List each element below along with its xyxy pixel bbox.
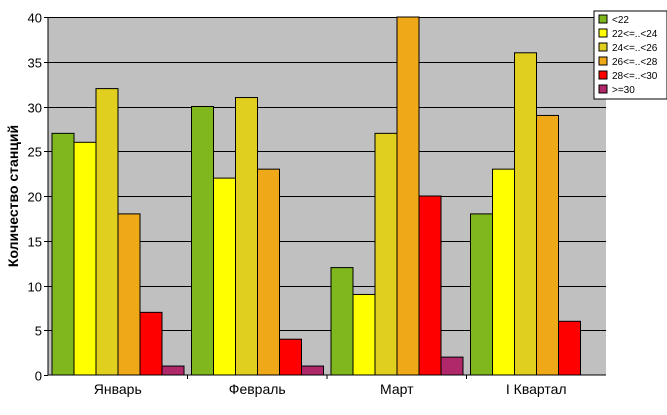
y-tick-label: 25 <box>28 145 42 160</box>
legend-swatch <box>598 42 608 52</box>
bar <box>279 338 302 376</box>
y-tick-label: 15 <box>28 235 42 250</box>
legend-swatch <box>598 84 608 94</box>
bar <box>301 365 324 376</box>
x-ticks: Январь Февраль Март I Квартал <box>94 375 567 397</box>
bar <box>514 52 537 376</box>
bar <box>558 320 581 376</box>
x-tick-label: Март <box>380 381 414 397</box>
bar <box>374 132 398 376</box>
legend-label: 22<=..<24 <box>612 29 658 40</box>
y-tick-label: 10 <box>28 280 42 295</box>
legend-label: <22 <box>612 15 629 26</box>
bar <box>161 365 185 376</box>
y-axis-label: Количество станций <box>5 125 21 267</box>
bar <box>257 168 280 376</box>
legend: <22 22<=..<24 24<=..<26 26<=..<28 28<=..<30 >… <box>593 10 667 100</box>
legend-box <box>593 10 667 100</box>
legend-swatch <box>598 56 608 66</box>
bar <box>213 177 236 376</box>
bar <box>352 293 376 376</box>
x-tick-label: Февраль <box>229 381 286 397</box>
y-tick-label: 35 <box>28 56 42 71</box>
bar <box>418 195 442 376</box>
legend-swatch <box>598 14 608 24</box>
legend-label: 26<=..<28 <box>612 57 658 68</box>
y-tick-label: 5 <box>35 324 42 339</box>
legend-swatch <box>598 70 608 80</box>
y-ticks: 0 5 10 15 20 25 30 35 40 <box>28 11 48 384</box>
bar <box>536 114 559 376</box>
y-tick-label: 0 <box>35 369 42 384</box>
bar <box>492 168 515 376</box>
x-tick-label: Январь <box>94 381 142 397</box>
y-tick-label: 20 <box>28 190 42 205</box>
bar <box>470 213 493 376</box>
bar <box>139 311 163 376</box>
y-tick-label: 30 <box>28 101 42 116</box>
bar <box>396 16 420 376</box>
bar <box>95 88 119 376</box>
bar <box>330 267 354 376</box>
legend-label: 28<=..<30 <box>612 71 658 82</box>
bar <box>117 213 141 376</box>
bar <box>235 97 258 376</box>
legend-label: 24<=..<26 <box>612 43 658 54</box>
legend-label: >=30 <box>612 85 635 96</box>
bar <box>440 356 464 376</box>
bar <box>51 132 75 376</box>
y-tick-label: 40 <box>28 11 42 26</box>
bar <box>73 141 97 376</box>
legend-swatch <box>598 28 608 38</box>
x-tick-label: I Квартал <box>506 381 567 397</box>
bar <box>191 106 214 376</box>
